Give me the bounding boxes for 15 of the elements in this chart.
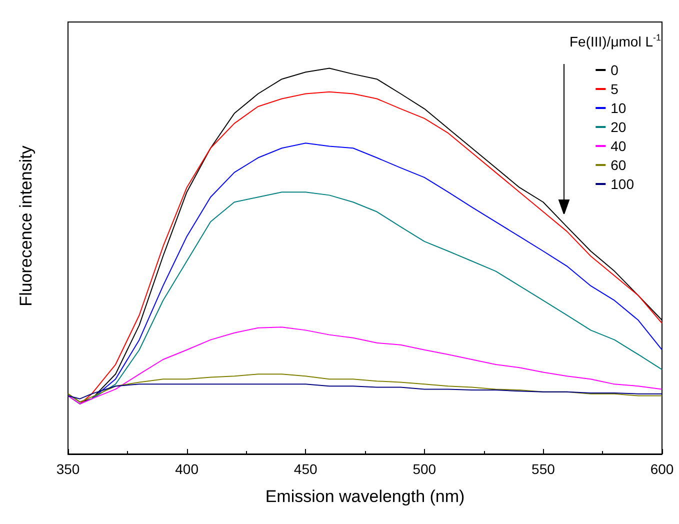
legend-label: 0 (610, 62, 619, 78)
x-tick-label: 400 (175, 461, 199, 477)
x-axis-title: Emission wavelength (nm) (265, 487, 465, 506)
legend-label: 40 (610, 138, 626, 154)
x-tick-label: 600 (650, 461, 674, 477)
x-tick-label: 350 (56, 461, 80, 477)
legend-label: 100 (610, 176, 634, 192)
legend-label: 20 (610, 119, 626, 135)
x-tick-label: 500 (412, 461, 436, 477)
x-tick-label: 550 (532, 461, 556, 477)
legend-label: 5 (610, 81, 619, 97)
legend-label: 60 (610, 157, 626, 173)
x-tick-label: 450 (294, 461, 318, 477)
y-axis-title: Fluorecence intensity (16, 145, 36, 306)
legend-label: 10 (610, 100, 626, 116)
